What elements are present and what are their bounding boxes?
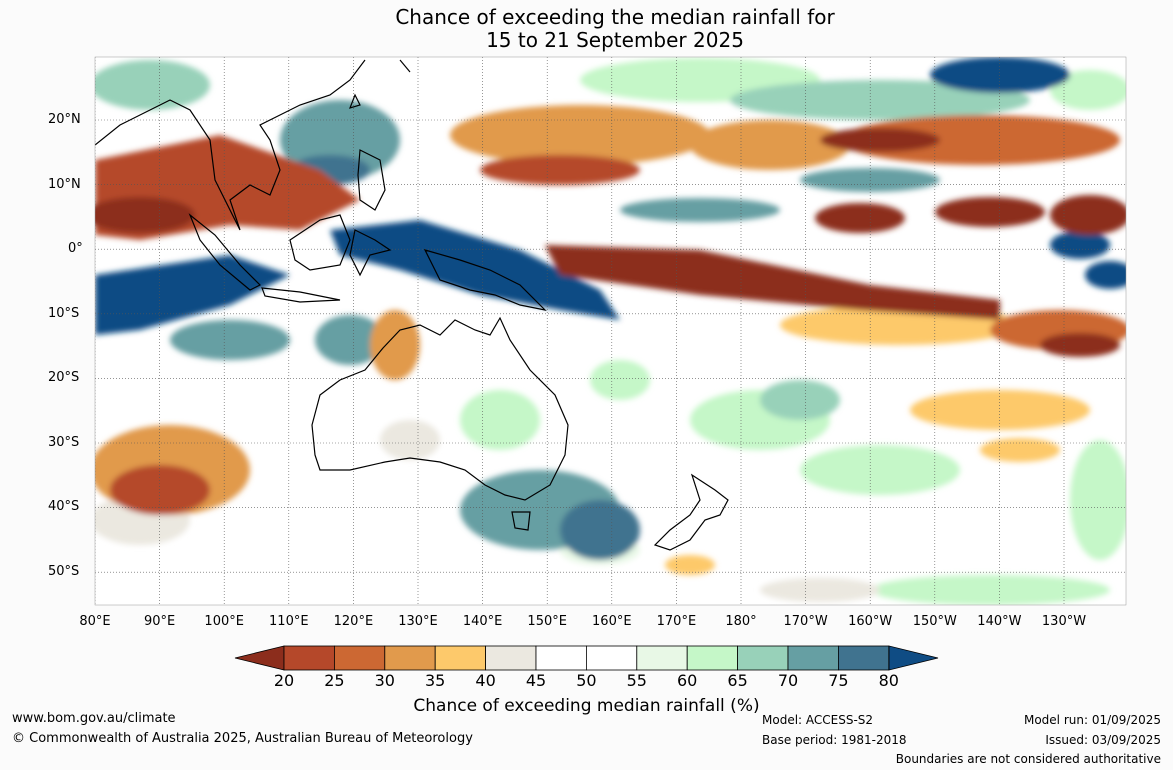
asia-mainland-coastline: [95, 59, 366, 231]
rainfall-probability-field: [95, 57, 1126, 605]
map-title-line2: 15 to 21 September 2025: [486, 28, 744, 52]
colorbar-bin: [283, 645, 335, 671]
base-period: Base period: 1981-2018: [762, 733, 907, 747]
colorbar-bin: [535, 645, 587, 671]
sumatra-coastline: [188, 213, 262, 291]
colorbar-tick-label: 55: [626, 671, 647, 690]
lon-label: 150°E: [527, 614, 567, 629]
colorbar-bin: [737, 645, 789, 671]
sulawesi-coastline: [349, 229, 392, 277]
lon-label: 170°W: [783, 614, 828, 629]
colorbar-tick-label: 20: [273, 671, 295, 690]
colorbar-tick-label: 65: [727, 671, 748, 690]
colorbar-bin: [434, 645, 487, 671]
lon-label: 110°E: [269, 614, 309, 629]
colorbar-tick-label: 60: [677, 671, 698, 690]
lon-label: 90°E: [143, 614, 176, 629]
new-guinea-coastline: [423, 249, 547, 311]
colorbar-tick-label: 35: [425, 671, 446, 690]
lat-label: 50°S: [48, 564, 80, 579]
new-zealand-coastline: [653, 473, 729, 551]
lon-label: 140°W: [977, 614, 1022, 629]
colorbar-tick-label: 80: [878, 671, 899, 690]
lon-label: 160°E: [592, 614, 632, 629]
lat-label: 20°N: [48, 112, 81, 127]
tasmania-coastline: [511, 511, 531, 531]
colorbar-bin: [384, 645, 436, 671]
model-name: Model: ACCESS-S2: [762, 713, 874, 727]
coastlines: [95, 59, 729, 551]
copyright-text: © Commonwealth of Australia 2025, Austra…: [12, 731, 473, 746]
lon-label: 170°E: [656, 614, 697, 629]
lat-label: 30°S: [48, 435, 80, 450]
lon-label: 160°W: [848, 614, 893, 629]
boundaries-disclaimer: Boundaries are not considered authoritat…: [895, 752, 1161, 766]
lat-label: 10°S: [48, 306, 80, 321]
colorbar-tick-label: 40: [475, 671, 496, 690]
colorbar-bin: [636, 645, 688, 671]
lon-label: 180°: [725, 614, 757, 629]
colorbar-bin: [586, 645, 638, 671]
lon-label: 120°E: [333, 614, 374, 629]
lon-label: 80°E: [79, 614, 111, 629]
lat-label: 10°N: [48, 177, 81, 192]
website-link[interactable]: www.bom.gov.au/climate: [12, 711, 176, 726]
colorbar-title: Chance of exceeding median rainfall (%): [413, 696, 760, 716]
lon-label: 130°E: [398, 614, 438, 629]
philippines-coastline: [357, 149, 386, 211]
colorbar-bin: [686, 645, 739, 671]
lon-label: 130°W: [1041, 614, 1087, 629]
map-title-line1: Chance of exceeding the median rainfall …: [395, 5, 835, 29]
graticule: [95, 57, 1126, 605]
lat-label: 20°S: [48, 370, 80, 385]
colorbar-tick-label: 25: [324, 671, 345, 690]
colorbar: [234, 645, 939, 671]
taiwan-coastline: [349, 93, 361, 109]
lat-label: 40°S: [48, 499, 80, 514]
borneo-coastline: [289, 214, 351, 271]
colorbar-bin: [787, 645, 839, 671]
colorbar-bin: [838, 645, 890, 671]
colorbar-tick-label: 70: [777, 671, 799, 690]
colorbar-tick-label: 50: [576, 671, 597, 690]
lat-label: 0°: [68, 241, 83, 256]
lon-label: 150°W: [912, 614, 957, 629]
japan-coastline: [399, 59, 411, 73]
colorbar-tick-label: 75: [828, 671, 849, 690]
java-coastline: [261, 287, 341, 303]
colorbar-bin: [333, 645, 386, 671]
lon-label: 140°E: [462, 614, 503, 629]
map-frame: [94, 56, 1127, 606]
colorbar-extend-high: [888, 645, 939, 671]
colorbar-extend-low: [234, 645, 285, 671]
lon-label: 100°E: [204, 614, 244, 629]
colorbar-tick-label: 45: [525, 671, 547, 690]
map-field: [95, 57, 1126, 605]
australia-coastline: [311, 316, 569, 501]
colorbar-tick-label: 30: [374, 671, 395, 690]
model-run-date: Model run: 01/09/2025: [1023, 713, 1161, 727]
colorbar-bin: [485, 645, 537, 671]
issued-date: Issued: 03/09/2025: [1045, 733, 1161, 747]
